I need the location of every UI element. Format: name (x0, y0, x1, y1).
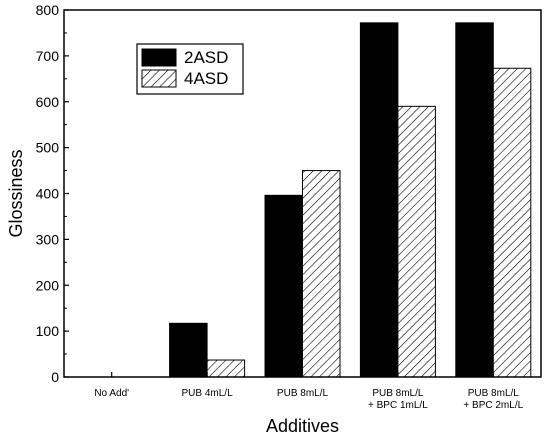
x-axis-title: Additives (266, 416, 339, 436)
legend-swatch-4asd (141, 69, 177, 88)
bar-2asd-4 (455, 22, 494, 378)
x-tick-label-1-0: PUB 4mL/L (182, 388, 234, 399)
x-tick-label-0-0: No Add' (94, 388, 129, 399)
bar-4asd-3 (397, 105, 436, 378)
x-tick-label-4-1: + BPC 2mL/L (463, 400, 523, 411)
y-tick-label-200: 200 (36, 277, 60, 293)
legend-swatch-2asd (141, 48, 177, 67)
plot-area: 0 100 200 300 400 500 600 700 800 No Add' PUB 4mL/… (36, 2, 542, 411)
legend: 2ASD 4ASD (136, 43, 244, 95)
bar-4asd-4 (492, 67, 532, 378)
bar-2asd-2 (264, 194, 303, 378)
bar-2asd-3 (359, 22, 399, 378)
x-tick-label-2-0: PUB 8mL/L (277, 388, 329, 399)
bar-4asd-1 (206, 359, 246, 378)
x-tick-label-3-1: + BPC 1mL/L (368, 400, 428, 411)
x-tick-label-4-0: PUB 8mL/L (468, 388, 520, 399)
y-axis-title: Glossiness (6, 149, 26, 237)
legend-label-4asd: 4ASD (184, 69, 228, 88)
y-tick-label-600: 600 (36, 94, 60, 110)
y-tick-label-100: 100 (36, 323, 60, 339)
bar-4asd-2 (302, 170, 341, 378)
y-tick-label-700: 700 (36, 48, 60, 64)
y-tick-label-500: 500 (36, 140, 60, 156)
y-tick-label-400: 400 (36, 186, 60, 202)
x-tick-label-3-0: PUB 8mL/L (372, 388, 424, 399)
bar-2asd-1 (169, 322, 208, 378)
y-tick-label-800: 800 (36, 2, 60, 18)
y-tick-label-300: 300 (36, 231, 60, 247)
legend-label-2asd: 2ASD (184, 48, 228, 67)
y-tick-label-0: 0 (51, 369, 59, 385)
